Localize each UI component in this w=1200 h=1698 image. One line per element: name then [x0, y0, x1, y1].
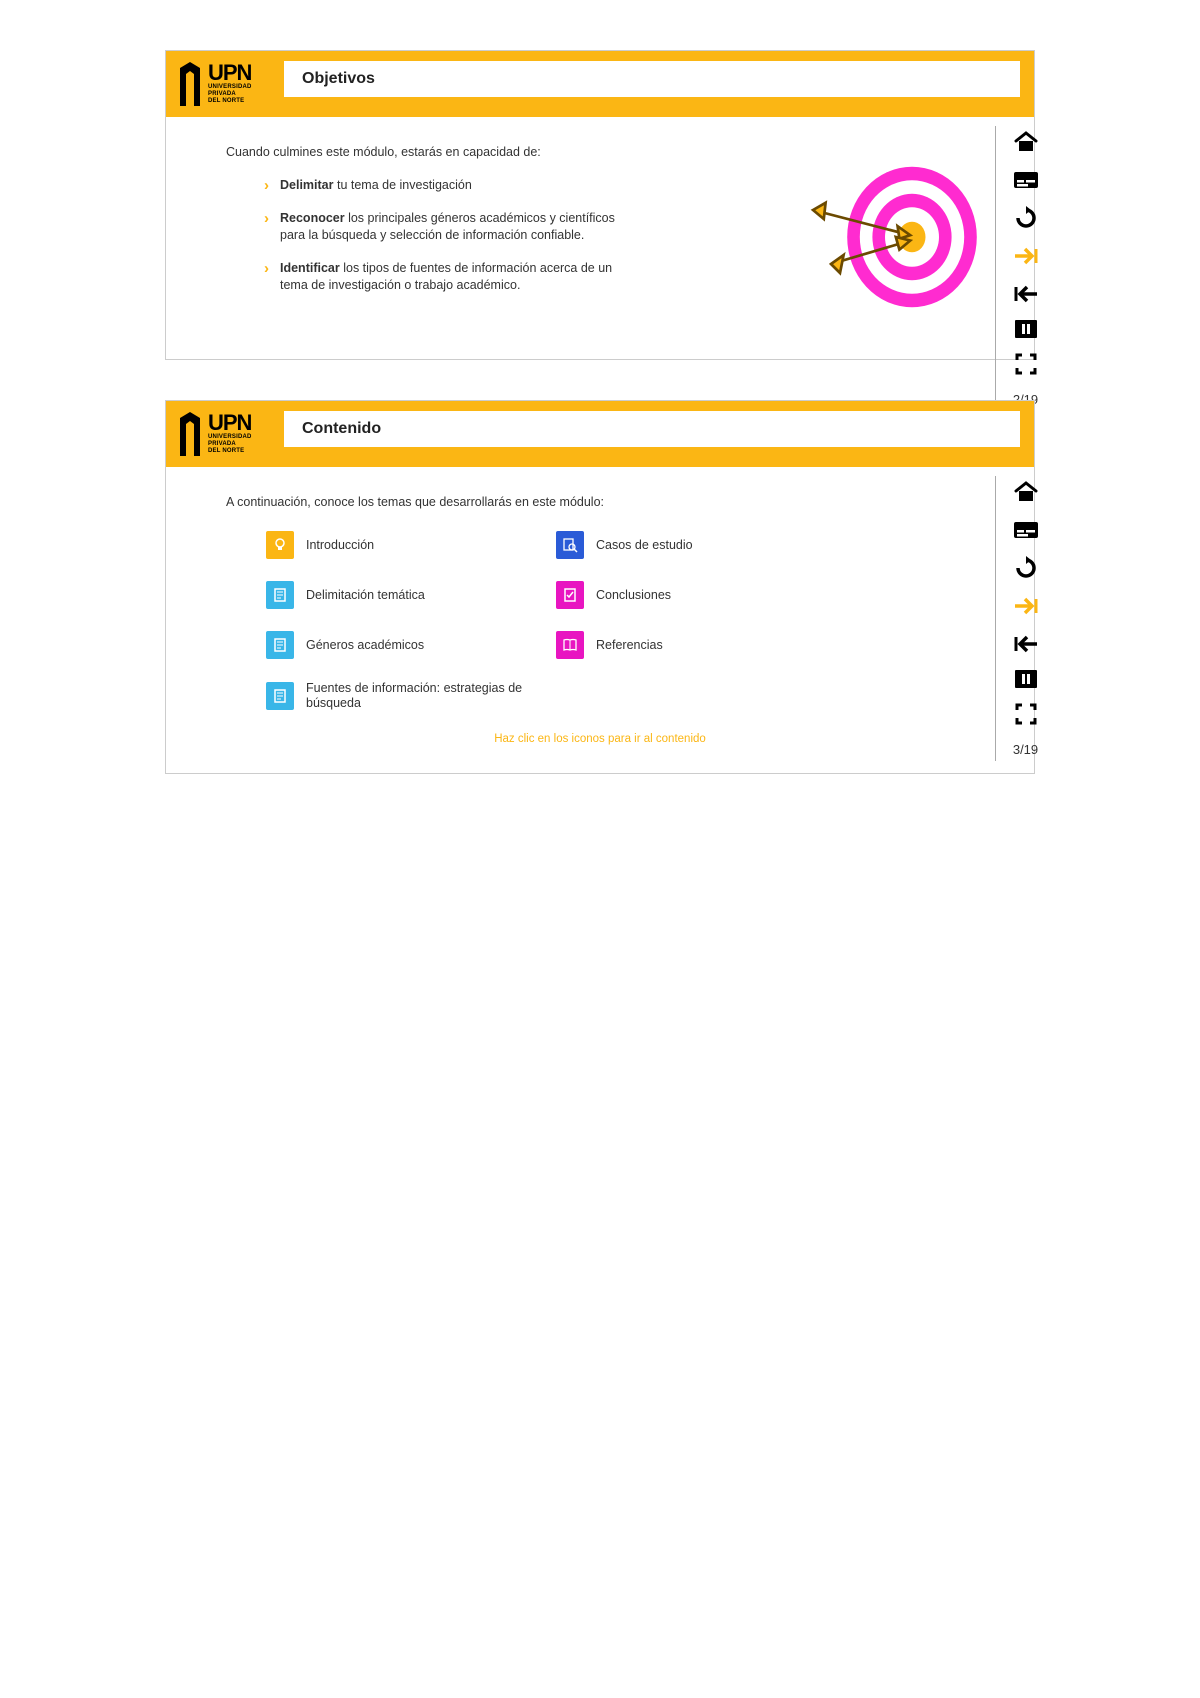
bulb-icon: [266, 531, 294, 559]
intro-text: A continuación, conoce los temas que des…: [226, 495, 974, 509]
topic-label: Casos de estudio: [596, 538, 693, 553]
topic-label: Conclusiones: [596, 588, 671, 603]
objective-item: Delimitar tu tema de investigación: [266, 177, 626, 194]
book-icon: [556, 631, 584, 659]
topics-grid: Introducción Casos de estudio Delimitación…: [226, 531, 974, 711]
brand-logo: UPN UNIVERSIDAD PRIVADA DEL NORTE: [166, 51, 284, 117]
next-icon[interactable]: [1012, 594, 1040, 618]
page-indicator: 3/19: [1013, 742, 1038, 757]
slide-content: Cuando culmines este módulo, estarás en …: [166, 117, 1034, 337]
objective-bold: Reconocer: [280, 211, 345, 225]
topic-item[interactable]: Géneros académicos: [266, 631, 526, 659]
upn-mark-icon: [176, 62, 204, 106]
side-nav: 2/19: [995, 126, 1045, 411]
fullscreen-icon[interactable]: [1012, 702, 1040, 726]
topic-item[interactable]: Conclusiones: [556, 581, 816, 609]
objectives-list: Delimitar tu tema de investigación Recono…: [226, 177, 626, 293]
search-icon: [556, 531, 584, 559]
home-icon[interactable]: [1012, 130, 1040, 154]
topic-item[interactable]: Delimitación temática: [266, 581, 526, 609]
doc-icon: [266, 631, 294, 659]
fullscreen-icon[interactable]: [1012, 352, 1040, 376]
header-title-strip: Objetivos: [284, 61, 1020, 97]
brand-sub2: PRIVADA: [208, 91, 252, 98]
objective-bold: Identificar: [280, 261, 340, 275]
brand-sub3: DEL NORTE: [208, 448, 252, 455]
subtitles-icon[interactable]: [1012, 518, 1040, 542]
brand-sub1: UNIVERSIDAD: [208, 434, 252, 441]
prev-icon[interactable]: [1012, 282, 1040, 306]
reload-icon[interactable]: [1012, 206, 1040, 230]
topic-item[interactable]: Referencias: [556, 631, 816, 659]
upn-mark-icon: [176, 412, 204, 456]
side-nav: 3/19: [995, 476, 1045, 761]
brand-name: UPN: [208, 62, 252, 84]
objective-text: tu tema de investigación: [334, 178, 472, 192]
doc-icon: [266, 682, 294, 710]
brand-logo: UPN UNIVERSIDAD PRIVADA DEL NORTE: [166, 401, 284, 467]
topic-label: Introducción: [306, 538, 374, 553]
pause-icon[interactable]: [1015, 670, 1037, 688]
check-icon: [556, 581, 584, 609]
topic-item[interactable]: Casos de estudio: [556, 531, 816, 559]
topic-label: Delimitación temática: [306, 588, 425, 603]
topic-item[interactable]: Fuentes de información: estrategias de b…: [266, 681, 526, 711]
objective-item: Reconocer los principales géneros académ…: [266, 210, 626, 244]
reload-icon[interactable]: [1012, 556, 1040, 580]
slide-title: Objetivos: [302, 70, 375, 88]
slide-body: UPN UNIVERSIDAD PRIVADA DEL NORTE Objeti…: [165, 50, 1035, 360]
next-icon[interactable]: [1012, 244, 1040, 268]
topics-hint: Haz clic en los iconos para ir al conten…: [226, 733, 974, 745]
slide-header: UPN UNIVERSIDAD PRIVADA DEL NORTE Conten…: [166, 401, 1034, 467]
brand-sub3: DEL NORTE: [208, 98, 252, 105]
brand-sub1: UNIVERSIDAD: [208, 84, 252, 91]
home-icon[interactable]: [1012, 480, 1040, 504]
doc-icon: [266, 581, 294, 609]
slide-header: UPN UNIVERSIDAD PRIVADA DEL NORTE Objeti…: [166, 51, 1034, 117]
prev-icon[interactable]: [1012, 632, 1040, 656]
slide-objetivos: UPN UNIVERSIDAD PRIVADA DEL NORTE Objeti…: [165, 50, 1035, 360]
slide-body: UPN UNIVERSIDAD PRIVADA DEL NORTE Conten…: [165, 400, 1035, 774]
slide-contenido: UPN UNIVERSIDAD PRIVADA DEL NORTE Conten…: [165, 400, 1035, 774]
objective-item: Identificar los tipos de fuentes de info…: [266, 260, 626, 294]
header-title-strip: Contenido: [284, 411, 1020, 447]
target-illustration: [804, 147, 984, 327]
topic-label: Géneros académicos: [306, 638, 424, 653]
subtitles-icon[interactable]: [1012, 168, 1040, 192]
brand-sub2: PRIVADA: [208, 441, 252, 448]
topic-label: Referencias: [596, 638, 663, 653]
slide-content: A continuación, conoce los temas que des…: [166, 467, 1034, 773]
pause-icon[interactable]: [1015, 320, 1037, 338]
slide-title: Contenido: [302, 420, 381, 438]
brand-name: UPN: [208, 412, 252, 434]
objective-bold: Delimitar: [280, 178, 334, 192]
topic-label: Fuentes de información: estrategias de b…: [306, 681, 526, 711]
topic-item[interactable]: Introducción: [266, 531, 526, 559]
